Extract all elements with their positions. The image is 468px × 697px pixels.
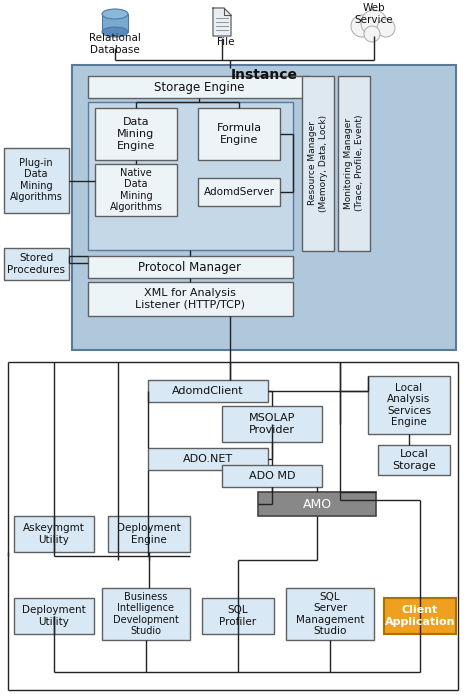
Circle shape	[377, 19, 395, 37]
Bar	[222, 406, 322, 442]
Bar	[102, 14, 128, 32]
Circle shape	[361, 10, 387, 36]
Text: Web
Service: Web Service	[355, 3, 393, 25]
Bar	[108, 516, 190, 552]
Bar	[338, 76, 370, 251]
Text: SQL
Profiler: SQL Profiler	[219, 605, 256, 627]
Bar	[72, 65, 456, 350]
Polygon shape	[213, 8, 231, 36]
Text: Client
Application: Client Application	[385, 605, 455, 627]
Bar	[384, 598, 456, 634]
Text: Native
Data
Mining
Algorithms: Native Data Mining Algorithms	[110, 167, 162, 213]
Bar	[88, 256, 293, 278]
Ellipse shape	[102, 27, 128, 37]
Text: Formula
Engine: Formula Engine	[216, 123, 262, 145]
Text: Data
Mining
Engine: Data Mining Engine	[117, 117, 155, 151]
Text: ADO MD: ADO MD	[249, 471, 295, 481]
Text: File: File	[217, 37, 235, 47]
Bar	[286, 588, 374, 640]
Bar	[4, 248, 69, 280]
Bar	[95, 164, 177, 216]
Text: Relational
Database: Relational Database	[89, 33, 141, 55]
Bar	[88, 76, 310, 98]
Bar	[222, 465, 322, 487]
Bar	[378, 445, 450, 475]
Bar	[4, 148, 69, 213]
Bar	[88, 102, 293, 250]
Text: Storage Engine: Storage Engine	[154, 80, 244, 93]
Text: AMO: AMO	[302, 498, 331, 510]
Bar	[88, 282, 293, 316]
Ellipse shape	[102, 9, 128, 19]
Bar	[258, 492, 376, 516]
Text: XML for Analysis
Listener (HTTP/TCP): XML for Analysis Listener (HTTP/TCP)	[135, 288, 245, 309]
Bar	[148, 380, 268, 402]
Text: Askeymgmt
Utility: Askeymgmt Utility	[23, 523, 85, 545]
Bar	[148, 448, 268, 470]
Bar	[95, 108, 177, 160]
Circle shape	[364, 26, 380, 42]
Text: Instance: Instance	[231, 68, 298, 82]
Text: Local
Storage: Local Storage	[392, 449, 436, 470]
Text: Protocol Manager: Protocol Manager	[139, 261, 241, 273]
Text: Business
Intelligence
Development
Studio: Business Intelligence Development Studio	[113, 592, 179, 636]
Bar	[14, 598, 94, 634]
Text: MSOLAP
Provider: MSOLAP Provider	[249, 413, 295, 435]
Bar	[198, 108, 280, 160]
Bar	[14, 516, 94, 552]
Bar	[102, 588, 190, 640]
Circle shape	[351, 15, 373, 37]
Text: Deployment
Engine: Deployment Engine	[117, 523, 181, 545]
Bar	[302, 76, 334, 251]
Bar	[198, 178, 280, 206]
Text: SQL
Server
Management
Studio: SQL Server Management Studio	[296, 592, 364, 636]
Text: Monitoring Manager
(Trace, Profile, Event): Monitoring Manager (Trace, Profile, Even…	[344, 115, 364, 211]
Text: ADO.NET: ADO.NET	[183, 454, 233, 464]
Text: Resource Manager
(Memory, Data, Lock): Resource Manager (Memory, Data, Lock)	[308, 114, 328, 212]
Text: Stored
Procedures: Stored Procedures	[7, 253, 65, 275]
Text: Plug-in
Data
Mining
Algorithms: Plug-in Data Mining Algorithms	[9, 158, 62, 202]
Text: AdomdClient: AdomdClient	[172, 386, 244, 396]
Text: Deployment
Utility: Deployment Utility	[22, 605, 86, 627]
Text: Local
Analysis
Services
Engine: Local Analysis Services Engine	[387, 383, 431, 427]
Text: AdomdServer: AdomdServer	[204, 187, 275, 197]
Bar	[368, 376, 450, 434]
Bar	[202, 598, 274, 634]
